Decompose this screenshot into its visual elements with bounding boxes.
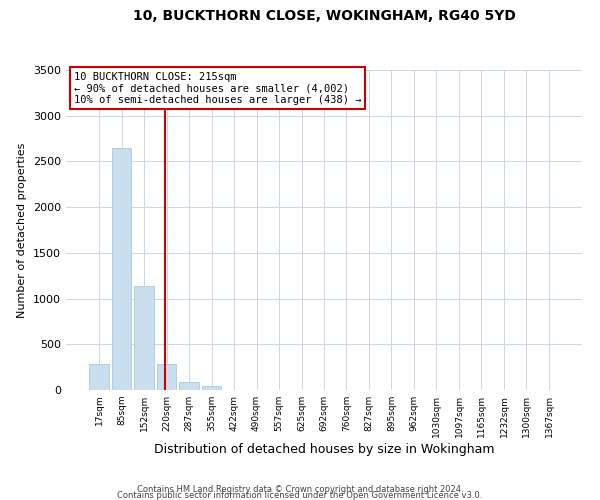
Bar (157, 364, 176, 390)
Bar (112, 148, 131, 390)
Bar (179, 382, 199, 390)
X-axis label: Distribution of detached houses by size in Wokingham: Distribution of detached houses by size … (154, 442, 494, 456)
Bar (202, 386, 221, 390)
Text: Contains public sector information licensed under the Open Government Licence v3: Contains public sector information licen… (118, 490, 482, 500)
Text: Contains HM Land Registry data © Crown copyright and database right 2024.: Contains HM Land Registry data © Crown c… (137, 484, 463, 494)
Bar (89, 364, 109, 390)
Text: 10 BUCKTHORN CLOSE: 215sqm
← 90% of detached houses are smaller (4,002)
10% of s: 10 BUCKTHORN CLOSE: 215sqm ← 90% of deta… (74, 72, 361, 105)
Y-axis label: Number of detached properties: Number of detached properties (17, 142, 28, 318)
Title: 10, BUCKTHORN CLOSE, WOKINGHAM, RG40 5YD: 10, BUCKTHORN CLOSE, WOKINGHAM, RG40 5YD (133, 9, 515, 23)
Bar (134, 286, 154, 390)
